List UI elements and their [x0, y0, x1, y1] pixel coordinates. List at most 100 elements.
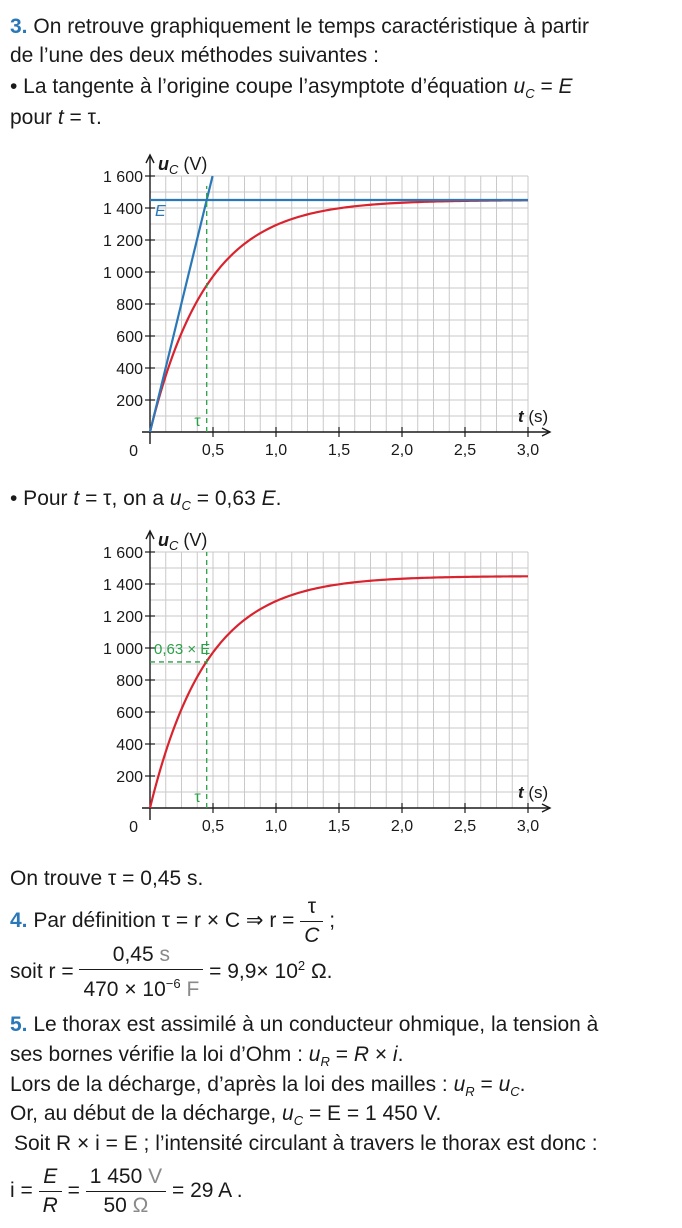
q3-intro-line1: 3. On retrouve graphiquement le temps ca… — [10, 14, 589, 40]
y-axis-label: uC (V) — [158, 530, 207, 553]
y-tick-label: 800 — [116, 673, 143, 690]
q3-bullet2-text: • Pour — [10, 487, 74, 510]
x-axis-arrow — [541, 803, 552, 813]
q4-semicolon: ; — [323, 909, 336, 933]
y-tick-label: 1 000 — [103, 641, 143, 658]
y-tick-label: 1 000 — [103, 265, 143, 282]
x-tick-label: 2,5 — [454, 442, 476, 459]
x-axis-label: t (s) — [518, 783, 548, 802]
y-tick-label: 1 200 — [103, 609, 143, 626]
q5-i-eq: i = — [10, 1179, 39, 1203]
y-tick-label: 1 600 — [103, 545, 143, 562]
q3-bullet2-value: = 0,63 — [190, 487, 262, 510]
q5-line5: Soit R × i = E ; l’intensité circulant à… — [14, 1132, 598, 1155]
q3-bullet2: • Pour t = τ, on a uC = 0,63 E. — [10, 487, 282, 513]
x-tick-label: 2,0 — [391, 818, 413, 835]
x-tick-label: 3,0 — [517, 818, 539, 835]
q4-r-den: 470 × 10−6 F — [79, 970, 203, 1003]
q3-result: On trouve τ = 0,45 s. — [10, 867, 204, 890]
asymptote-label: E — [155, 203, 166, 220]
x-tick-label: 1,5 — [328, 442, 350, 459]
x-axis-arrow — [541, 427, 552, 437]
y-axis-arrow — [145, 153, 155, 164]
origin-label: 0 — [129, 443, 138, 460]
q3-intro-text: On retrouve graphiquement le temps carac… — [33, 15, 589, 38]
q5-den: 50 Ω — [86, 1192, 166, 1219]
q5-num-unit: V — [148, 1165, 163, 1188]
q5-num: 1 450 V — [85, 1164, 167, 1192]
q4-frac-den: C — [304, 924, 320, 947]
tau-label: τ — [194, 789, 201, 806]
q4-result-exp: 2 — [297, 958, 306, 974]
q5-den-unit: Ω — [132, 1194, 149, 1217]
y-tick-label: 1 400 — [103, 577, 143, 594]
y-tick-label: 1 200 — [103, 233, 143, 250]
q4-frac-num: τ — [300, 894, 324, 922]
q5-value-E: = E = 1 450 V. — [303, 1102, 442, 1125]
y-tick-label: 200 — [116, 769, 143, 786]
y-axis-label: uC (V) — [158, 154, 207, 177]
y-tick-label: 400 — [116, 361, 143, 378]
q4-num-value: 0,45 — [112, 943, 154, 966]
chart-tangent-method: 200 400 600 800 1 000 1 200 1 400 1 600 0,5 1,0 1,… — [103, 153, 552, 460]
q5-result: = 29 A . — [166, 1179, 243, 1203]
y-tick-label: 1 400 — [103, 201, 143, 218]
q4-den-exp: −6 — [165, 976, 181, 991]
q4-calculation: soit r = 0,45 s 470 × 10−6 F = 9,9× 102 Ω… — [10, 942, 333, 1003]
q3-bullet1-text: • La tangente à l’origine coupe l’asympt… — [10, 75, 514, 98]
q3-number: 3. — [10, 15, 28, 38]
x-tick-label: 0,5 — [202, 442, 224, 459]
q5-text4: Or, au début de la décharge, — [10, 1102, 283, 1125]
x-tick-label: 2,5 — [454, 818, 476, 835]
q5-num-value: 1 450 — [89, 1165, 143, 1188]
q5-line2: ses bornes vérifie la loi d’Ohm : uR = R… — [10, 1043, 404, 1069]
q5-line1: 5. Le thorax est assimilé à un conducteu… — [10, 1012, 598, 1038]
q5-text2: ses bornes vérifie la loi d’Ohm : — [10, 1043, 309, 1066]
q4-soit: soit r = — [10, 960, 80, 984]
q4-fraction-r: 0,45 s 470 × 10−6 F — [79, 942, 204, 1003]
x-tick-label: 3,0 — [517, 442, 539, 459]
q5-text1: Le thorax est assimilé à un conducteur o… — [27, 1013, 599, 1036]
q4-r-num: 0,45 s — [79, 942, 204, 970]
q4-number: 4. — [10, 909, 28, 933]
x-tick-label: 1,0 — [265, 442, 287, 459]
q3-bullet1: • La tangente à l’origine coupe l’asympt… — [10, 75, 573, 101]
x-tick-label: 1,5 — [328, 818, 350, 835]
q3-intro-line2: de l’une des deux méthodes suivantes : — [10, 44, 379, 67]
q5-frac-e: E — [38, 1164, 62, 1192]
q5-den-value: 50 — [103, 1194, 127, 1217]
origin-label: 0 — [129, 819, 138, 836]
q4-result: = 9,9× 10 — [203, 960, 298, 984]
q3-bullet1-pour: pour — [10, 106, 58, 129]
q5-line4: Or, au début de la décharge, uC = E = 1 … — [10, 1102, 442, 1128]
y-tick-label: 1 600 — [103, 169, 143, 186]
y-tick-label: 200 — [116, 393, 143, 410]
q3-bullet2-on-a: , on a — [111, 487, 170, 510]
q4-den-value: 470 × 10 — [83, 978, 166, 1001]
q4-num-unit: s — [159, 943, 170, 966]
y-063-label: 0,63 × E — [154, 641, 210, 658]
y-tick-label: 400 — [116, 737, 143, 754]
q5-fraction-values: 1 450 V 50 Ω — [85, 1164, 167, 1219]
x-tick-label: 2,0 — [391, 442, 413, 459]
q4-result-unit: Ω. — [305, 960, 333, 984]
y-axis-arrow — [145, 529, 155, 540]
chart-063-method: 200 400 600 800 1 000 1 200 1 400 1 600 0,5 1,0 1,… — [103, 529, 552, 836]
q3-bullet1-end: pour t = τ. — [10, 106, 102, 129]
y-tick-label: 600 — [116, 705, 143, 722]
q4-text: Par définition τ = r × C ⇒ r = — [27, 909, 301, 933]
y-tick-label: 800 — [116, 297, 143, 314]
tau-label: τ — [194, 413, 201, 430]
q5-text3: Lors de la décharge, d’après la loi des … — [10, 1073, 454, 1096]
q5-frac-r: R — [42, 1194, 58, 1217]
x-axis-label: t (s) — [518, 407, 548, 426]
x-tick-label: 1,0 — [265, 818, 287, 835]
q4-den-unit: F — [186, 978, 200, 1001]
charge-curve — [148, 575, 529, 809]
y-tick-label: 600 — [116, 329, 143, 346]
q5-line3: Lors de la décharge, d’après la loi des … — [10, 1073, 526, 1099]
